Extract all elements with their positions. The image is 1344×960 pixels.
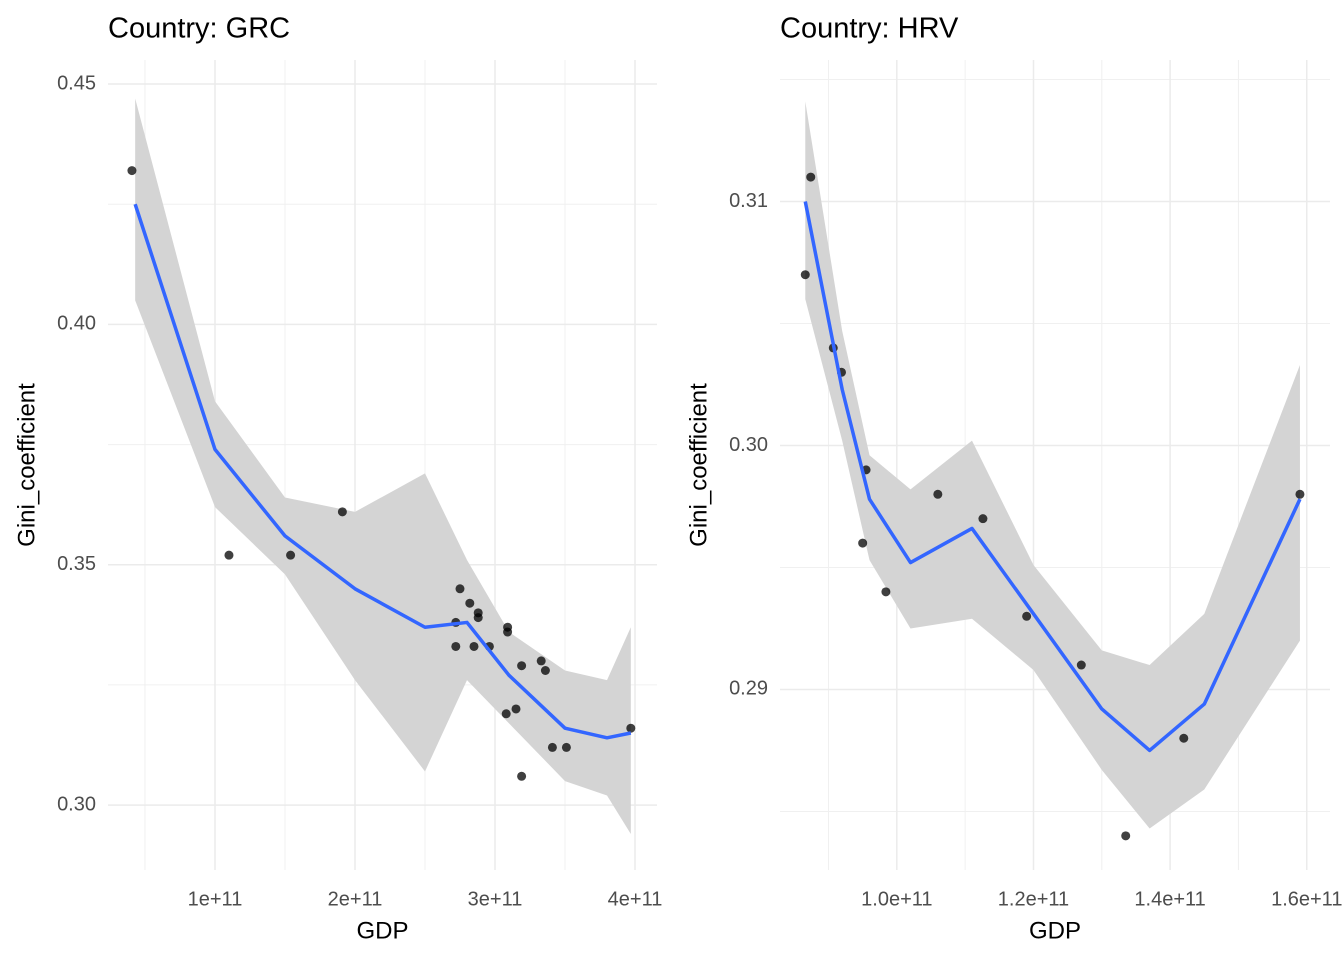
point <box>1179 733 1189 743</box>
point <box>469 641 479 651</box>
confidence-band <box>805 101 1300 829</box>
x-tick-label: 2e+11 <box>328 888 383 910</box>
y-tick-label: 0.30 <box>57 793 96 815</box>
x-tick-label: 1.6e+11 <box>1271 888 1342 910</box>
y-axis-label: Gini_coefficient <box>685 383 712 547</box>
y-tick-label: 0.30 <box>729 434 768 456</box>
point <box>501 709 511 719</box>
x-tick-label: 1.0e+11 <box>861 888 932 910</box>
point <box>561 742 571 752</box>
point <box>978 514 988 524</box>
y-tick-label: 0.29 <box>729 678 768 700</box>
point <box>1295 489 1305 499</box>
point <box>1022 611 1032 621</box>
point <box>465 598 475 608</box>
point <box>547 742 557 752</box>
x-tick-label: 1.2e+11 <box>998 888 1069 910</box>
x-axis-label: GDP <box>1029 917 1081 944</box>
point <box>451 641 461 651</box>
y-axis-label: Gini_coefficient <box>13 383 40 547</box>
point <box>806 172 816 182</box>
point <box>1076 660 1086 670</box>
x-axis-label: GDP <box>356 917 408 944</box>
x-tick-label: 4e+11 <box>608 888 663 910</box>
smooth-line <box>803 201 1302 753</box>
y-tick-label: 0.45 <box>57 72 96 94</box>
smooth-line <box>133 203 632 740</box>
chart-title: Country: HRV <box>780 13 959 45</box>
x-tick-label: 1.4e+11 <box>1134 888 1205 910</box>
point <box>127 166 137 176</box>
point <box>536 656 546 666</box>
point <box>858 538 868 548</box>
point <box>286 550 296 560</box>
panel: 0.29 0.30 0.31 1.0e+11 1.2e+11 1.4e+11 1.6e+11… <box>685 13 1342 945</box>
point <box>800 270 810 280</box>
point <box>626 723 636 733</box>
point <box>517 771 527 781</box>
y-tick-label: 0.40 <box>57 313 96 335</box>
confidence-band <box>135 98 631 834</box>
point <box>1121 831 1131 841</box>
point <box>933 489 943 499</box>
point <box>511 704 521 714</box>
point <box>540 666 550 676</box>
chart-title: Country: GRC <box>108 13 290 45</box>
point <box>881 587 891 597</box>
point <box>517 661 527 671</box>
y-tick-label: 0.35 <box>57 553 96 575</box>
point <box>503 627 513 637</box>
point <box>224 550 234 560</box>
y-tick-label: 0.31 <box>729 190 768 212</box>
point <box>455 584 465 594</box>
x-tick-label: 3e+11 <box>468 888 523 910</box>
point <box>337 507 347 517</box>
point <box>473 613 483 623</box>
panel: 0.30 0.35 0.40 0.45 1e+11 2e+11 3e+11 4e+11 Coun… <box>13 13 662 945</box>
x-tick-label: 1e+11 <box>188 888 243 910</box>
